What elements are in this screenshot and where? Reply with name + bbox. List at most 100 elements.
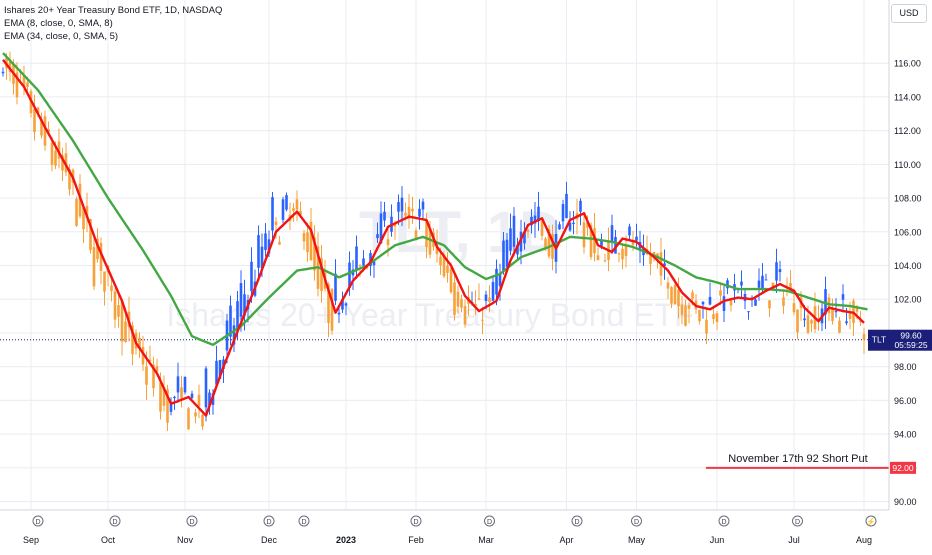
- candle-body: [600, 240, 603, 246]
- dividend-marker[interactable]: [186, 515, 198, 527]
- dividend-marker[interactable]: [792, 515, 803, 527]
- candle-body: [428, 228, 432, 255]
- candle-body: [260, 246, 264, 269]
- candle-body: [596, 255, 600, 261]
- y-tick-label: 94.00: [894, 430, 917, 440]
- candle-body: [418, 208, 421, 217]
- candle-body: [138, 337, 141, 349]
- x-tick-label: Sep: [23, 535, 39, 545]
- y-tick-label: 102.00: [894, 295, 922, 305]
- candle-body: [558, 224, 561, 230]
- candle-body: [313, 237, 316, 271]
- ema-fast-line: [2, 59, 865, 417]
- candle-body: [327, 284, 330, 323]
- candle-body: [537, 206, 540, 222]
- grid: [0, 0, 889, 510]
- candle-body: [530, 216, 533, 226]
- candle-body: [635, 236, 638, 241]
- dividend-marker-label: D: [35, 519, 40, 526]
- candle-body: [386, 239, 390, 246]
- candle-body: [505, 239, 509, 268]
- candle-body: [393, 224, 397, 227]
- y-tick-label: 98.00: [894, 362, 917, 372]
- dividend-marker[interactable]: [571, 515, 583, 527]
- x-tick-label: Oct: [101, 535, 116, 545]
- candle-body: [358, 265, 362, 267]
- current-price: 99.60: [900, 331, 922, 341]
- dividend-marker[interactable]: [263, 515, 275, 527]
- dividend-marker-label: D: [574, 519, 579, 526]
- candle-body: [120, 300, 124, 342]
- candle-body: [33, 108, 36, 133]
- candle-body: [257, 235, 260, 268]
- candle-body: [722, 296, 726, 311]
- time-axis[interactable]: [0, 510, 932, 550]
- candle-body: [449, 268, 453, 293]
- candle-body: [684, 305, 687, 326]
- candle-body: [484, 294, 488, 301]
- candle-body: [355, 246, 358, 270]
- ema-lines: [2, 52, 868, 417]
- candle-body: [190, 393, 194, 398]
- candle-body: [278, 241, 281, 245]
- candle-body: [579, 200, 582, 212]
- candle-body: [421, 201, 425, 210]
- candle-body: [229, 305, 232, 337]
- dividend-marker[interactable]: [631, 515, 642, 527]
- candle-body: [295, 199, 299, 210]
- candle-body: [862, 334, 866, 340]
- candle-body: [145, 366, 148, 385]
- dividend-marker[interactable]: [410, 515, 422, 527]
- current-price-badge: [868, 329, 890, 351]
- candle-body: [397, 202, 400, 212]
- candle-body: [761, 275, 764, 289]
- candle-body: [624, 246, 628, 257]
- candle-body: [757, 280, 761, 288]
- dividend-marker[interactable]: [298, 515, 310, 527]
- candle-body: [463, 306, 467, 325]
- candle-body: [425, 221, 428, 248]
- currency-button[interactable]: USD: [891, 4, 927, 23]
- candle-body: [43, 116, 47, 146]
- candle-body: [502, 240, 505, 272]
- candle-body: [778, 269, 782, 273]
- candle-body: [204, 368, 208, 408]
- candle-body: [99, 242, 103, 271]
- dividend-marker[interactable]: [718, 515, 730, 527]
- candle-body: [698, 309, 701, 322]
- price-axis[interactable]: [889, 0, 932, 550]
- candle-body: [838, 320, 841, 333]
- dividend-marker[interactable]: [484, 515, 495, 527]
- candle-body: [526, 229, 530, 233]
- candle-body: [281, 199, 285, 220]
- dividend-marker[interactable]: [865, 515, 877, 527]
- candle-body: [446, 265, 449, 273]
- y-tick-label: 116.00: [894, 59, 921, 69]
- candle-body: [309, 221, 313, 261]
- dividend-marker-label: D: [487, 519, 492, 526]
- candle-body: [859, 320, 862, 322]
- legend: Ishares 20+ Year Treasury Bond ETF, 1D, …: [4, 4, 222, 43]
- candle-body: [516, 244, 519, 255]
- x-tick-label: Apr: [559, 535, 573, 545]
- candle-body: [1, 71, 5, 74]
- dividend-marker[interactable]: [109, 515, 121, 527]
- candle-body: [488, 297, 491, 303]
- watermark-name: Ishares 20+ Year Treasury Bond ETF: [166, 297, 693, 333]
- dividend-marker[interactable]: [32, 515, 44, 527]
- candle-body: [568, 222, 572, 231]
- candle-body: [379, 213, 383, 244]
- candle-body: [148, 359, 152, 362]
- candle-body: [701, 301, 705, 305]
- candle-body: [285, 195, 288, 210]
- y-tick-label: 106.00: [894, 227, 922, 237]
- candle-body: [22, 75, 26, 87]
- candle-body: [169, 401, 173, 412]
- y-tick-label: 110.00: [894, 160, 921, 170]
- dividend-marker-label: D: [721, 519, 726, 526]
- candle-body: [162, 386, 166, 406]
- candle-body: [302, 233, 306, 242]
